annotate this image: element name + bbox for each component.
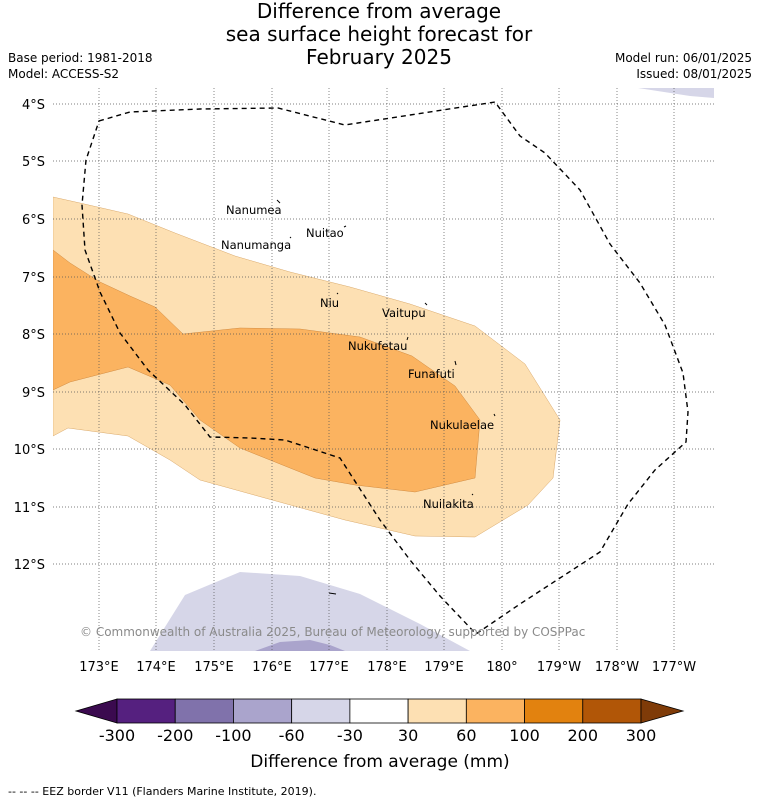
longitude-labels: 173°E 174°E 175°E 176°E 177°E 178°E 179°… xyxy=(79,660,696,675)
lat-label: 4°S xyxy=(22,98,45,113)
lon-label: 176°E xyxy=(252,660,292,675)
island-label-nuitao: Nuitao xyxy=(306,226,344,240)
island-label-nuilakita: Nuilakita xyxy=(423,497,474,511)
island-shape-vaitupu xyxy=(424,302,428,306)
island-shape-bottom xyxy=(328,592,337,595)
map-title: Difference from average sea surface heig… xyxy=(0,0,758,69)
colorbar-tick-label: 100 xyxy=(509,726,540,745)
island-shape-nukufetau xyxy=(406,336,409,341)
eez-footnote: -- -- -- EEZ border V11 (Flanders Marine… xyxy=(8,785,317,798)
colorbar-segment xyxy=(524,698,584,724)
lon-label: 177°W xyxy=(652,660,696,675)
lat-label: 9°S xyxy=(22,386,45,401)
model-run: Model run: 06/01/2025 xyxy=(614,51,752,65)
lat-label: 12°S xyxy=(14,558,45,573)
colorbar-segment xyxy=(291,698,351,724)
colorbar-tick-label: 300 xyxy=(626,726,657,745)
contour-minus30-bottom xyxy=(150,572,470,651)
copyright-notice: © Commonwealth of Australia 2025, Bureau… xyxy=(80,625,585,639)
lon-label: 180° xyxy=(486,660,517,675)
base-period: Base period: 1981-2018 xyxy=(8,51,153,65)
lon-label: 177°E xyxy=(309,660,349,675)
colorbar-tick-label: -100 xyxy=(215,726,251,745)
island-shape-funafuti xyxy=(454,360,457,366)
title-line-1: Difference from average xyxy=(256,0,502,23)
island-label-nanumea: Nanumea xyxy=(226,203,282,217)
latitude-labels: 4°S 5°S 6°S 7°S 8°S 9°S 10°S 11°S 12°S xyxy=(14,98,45,573)
colorbar: -300 -200 -100 -60 -30 30 60 100 200 300 Differen… xyxy=(74,698,685,772)
lon-label: 178°E xyxy=(367,660,407,675)
island-shape-nanumea xyxy=(276,199,281,204)
colorbar-tick-label: 30 xyxy=(398,726,418,745)
lon-label: 175°E xyxy=(194,660,234,675)
map-area: Nanumea Nuitao Nanumanga Niu Vaitupu Nuk… xyxy=(53,88,714,651)
island-label-vaitupu: Vaitupu xyxy=(382,306,426,320)
colorbar-tick-label: -30 xyxy=(337,726,363,745)
island-labels: Nanumea Nuitao Nanumanga Niu Vaitupu Nuk… xyxy=(221,203,494,511)
eez-border xyxy=(81,101,689,635)
title-line-2: sea surface height forecast for xyxy=(225,22,533,46)
colorbar-tick-label: -300 xyxy=(99,726,135,745)
island-label-nukufetau: Nukufetau xyxy=(348,339,407,353)
colorbar-segment xyxy=(116,698,176,724)
meta-right: Model run: 06/01/2025 Issued: 08/01/2025 xyxy=(615,50,752,82)
lat-label: 6°S xyxy=(22,213,45,228)
lat-label: 10°S xyxy=(14,443,45,458)
lat-label: 7°S xyxy=(22,271,45,286)
lat-label: 11°S xyxy=(14,501,45,516)
island-shape-nuilakita xyxy=(471,493,474,496)
island-label-nanumanga: Nanumanga xyxy=(221,238,291,252)
lon-label: 173°E xyxy=(79,660,119,675)
colorbar-tick-label: 200 xyxy=(568,726,599,745)
colorbar-segment xyxy=(233,698,293,724)
lon-label: 179°W xyxy=(537,660,581,675)
colorbar-segment xyxy=(465,698,525,724)
lat-label: 8°S xyxy=(22,328,45,343)
colorbar-segment xyxy=(174,698,234,724)
colorbar-arrow-right xyxy=(640,698,685,724)
colorbar-arrow-left xyxy=(74,698,118,724)
island-label-nukulaelae: Nukulaelae xyxy=(430,418,494,432)
colorbar-tick-label: 60 xyxy=(456,726,476,745)
lat-label: 5°S xyxy=(22,155,45,170)
island-label-funafuti: Funafuti xyxy=(408,367,455,381)
islands-shapes xyxy=(276,199,496,595)
island-shape-nanumanga xyxy=(289,236,292,239)
colorbar-segment xyxy=(582,698,642,724)
meta-left: Base period: 1981-2018 Model: ACCESS-S2 xyxy=(8,50,153,82)
graticule xyxy=(53,88,714,651)
island-shape-nuitao xyxy=(343,225,347,228)
contour-minus30-top xyxy=(638,88,714,98)
issued-date: Issued: 08/01/2025 xyxy=(636,67,752,81)
colorbar-segment xyxy=(349,698,409,724)
contour-minus60-bottom xyxy=(255,640,345,651)
colorbar-tick-label: -60 xyxy=(279,726,305,745)
colorbar-segment xyxy=(407,698,467,724)
model-name: Model: ACCESS-S2 xyxy=(8,67,120,81)
island-label-niu: Niu xyxy=(320,296,339,310)
lon-label: 179°E xyxy=(424,660,464,675)
colorbar-tick-label: -200 xyxy=(157,726,193,745)
lon-label: 178°W xyxy=(595,660,639,675)
title-line-3: February 2025 xyxy=(306,45,452,69)
lon-label: 174°E xyxy=(136,660,176,675)
island-shape-niu xyxy=(336,292,339,295)
island-shape-nukulaelae xyxy=(493,413,496,417)
colorbar-label: Difference from average (mm) xyxy=(250,752,509,772)
